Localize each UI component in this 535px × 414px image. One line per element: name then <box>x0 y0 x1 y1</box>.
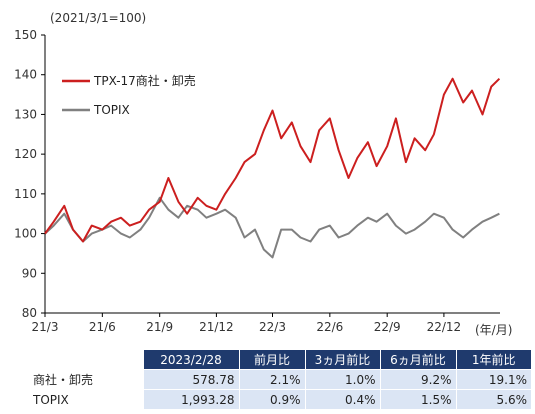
line-chart: (2021/3/1=100) (年/月) 80 90 100 110 120 130 140… <box>14 11 512 337</box>
table-cell: 0.4% <box>304 389 380 409</box>
y-tick-label: 150 <box>14 28 37 42</box>
y-tick-label: 140 <box>14 68 37 82</box>
x-tick-label: 22/3 <box>259 320 286 334</box>
table-row: 商社・卸売 578.78 2.1% 1.0% 9.2% 19.1% <box>33 369 531 390</box>
x-tick-label: 21/9 <box>146 320 173 334</box>
table-cell: 5.6% <box>455 389 531 409</box>
y-tick-label: 120 <box>14 147 37 161</box>
table-cell: 19.1% <box>455 369 531 390</box>
table-cell: 1,993.28 <box>142 389 239 409</box>
series-line-tpx-17 <box>44 77 501 243</box>
y-tick-label: 100 <box>14 227 37 241</box>
table-cell: 9.2% <box>379 369 456 390</box>
x-tick-label: 21/12 <box>199 320 234 334</box>
table-header-cell: 1年前比 <box>455 350 531 370</box>
table-cell: 1.0% <box>304 369 380 390</box>
y-tick-label: 130 <box>14 107 37 121</box>
chart-base-note: (2021/3/1=100) <box>50 11 146 25</box>
x-tick-label: 21/6 <box>89 320 116 334</box>
series-line-topix <box>44 196 500 259</box>
table-row-name: TOPIX <box>33 389 143 409</box>
y-tick-label: 80 <box>22 306 37 320</box>
table-row-name: 商社・卸売 <box>33 369 143 390</box>
table-header-cell: 3ヵ月前比 <box>304 350 380 370</box>
table-header-cell: 2023/2/28 <box>142 350 239 370</box>
table-cell: 2.1% <box>238 369 305 390</box>
x-axis-unit-label: (年/月) <box>475 323 512 337</box>
table-cell: 0.9% <box>238 389 305 409</box>
chart-canvas: (2021/3/1=100) (年/月) 80 90 100 110 120 130 140… <box>14 11 512 337</box>
table-cell: 578.78 <box>142 369 239 390</box>
table-cell: 1.5% <box>379 389 456 409</box>
table-header-cell <box>33 350 143 370</box>
table-header-row: 2023/2/28 前月比 3ヵ月前比 6ヵ月前比 1年前比 <box>33 350 531 370</box>
x-tick-label: 22/12 <box>427 320 462 334</box>
legend-label: TPX-17商社・卸売 <box>93 73 196 88</box>
y-tick-label: 110 <box>14 187 37 201</box>
x-tick-label: 21/3 <box>32 320 59 334</box>
x-tick-label: 22/6 <box>316 320 343 334</box>
table-header-cell: 前月比 <box>238 350 305 370</box>
legend-label: TOPIX <box>93 103 130 117</box>
table-row: TOPIX 1,993.28 0.9% 0.4% 1.5% 5.6% <box>33 389 531 409</box>
table-header-cell: 6ヵ月前比 <box>379 350 456 370</box>
summary-table: 2023/2/28 前月比 3ヵ月前比 6ヵ月前比 1年前比 商社・卸売 578… <box>33 350 531 409</box>
y-tick-label: 90 <box>22 266 37 280</box>
x-tick-label: 22/9 <box>374 320 401 334</box>
